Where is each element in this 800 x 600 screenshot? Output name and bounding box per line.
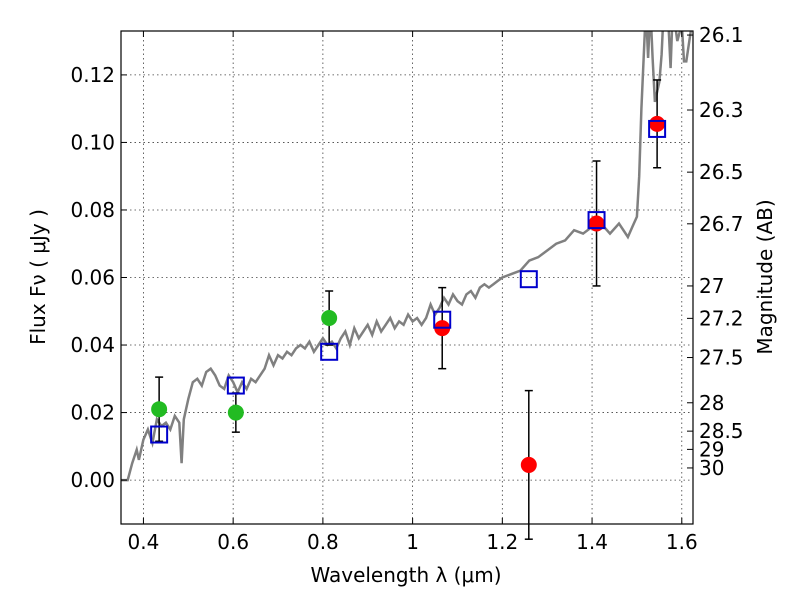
mag-tick-label: 28.5 <box>699 419 744 443</box>
model-point <box>226 376 245 395</box>
mag-tick-label: 26.1 <box>699 23 744 47</box>
data-point <box>151 401 168 418</box>
model-point <box>320 342 339 361</box>
y-tick-label: 0.10 <box>70 130 115 154</box>
mag-tick-label: 30 <box>699 456 724 480</box>
data-point <box>649 115 666 132</box>
data-point <box>321 310 338 327</box>
x-tick-label: 1.2 <box>486 530 518 554</box>
mag-tick-label: 26.5 <box>699 160 744 184</box>
model-point <box>587 211 606 230</box>
model-point <box>433 310 452 329</box>
x-axis-label: Wavelength λ (μm) <box>310 563 501 587</box>
axis-ticks: 0.4 0.6 0.8 1 1.2 1.4 1.6 0.00 0.02 0.04 0.06 0.08 0… <box>70 23 743 554</box>
y2-axis-label: Magnitude (AB) <box>753 199 777 354</box>
mag-tick-label: 26.7 <box>699 212 744 236</box>
data-point <box>227 404 244 421</box>
y-tick-label: 0.06 <box>70 266 115 290</box>
model-point <box>150 425 169 444</box>
mag-tick-label: 27.2 <box>699 306 744 330</box>
y-tick-label: 0.08 <box>70 198 115 222</box>
y-axis-label: Flux Fν ( μJy ) <box>26 209 50 345</box>
x-tick-label: 1 <box>406 530 419 554</box>
data-point <box>520 456 537 473</box>
grid <box>121 31 693 524</box>
y-tick-label: 0.04 <box>70 333 115 357</box>
x-tick-label: 1.4 <box>576 530 608 554</box>
mag-tick-label: 28 <box>699 391 724 415</box>
mag-tick-label: 27 <box>699 274 724 298</box>
y-tick-label: 0.00 <box>70 468 115 492</box>
mag-tick-label: 26.3 <box>699 98 744 122</box>
model-point <box>648 119 667 138</box>
x-tick-label: 0.8 <box>307 530 339 554</box>
plot-area <box>121 31 693 540</box>
x-tick-label: 0.4 <box>128 530 160 554</box>
y-tick-label: 0.02 <box>70 401 115 425</box>
x-tick-label: 0.6 <box>217 530 249 554</box>
sed-curve <box>121 31 693 482</box>
mag-tick-label: 27.5 <box>699 346 744 370</box>
model-point <box>519 270 538 289</box>
x-tick-label: 1.6 <box>666 530 698 554</box>
mag-tick-label: 29 <box>699 437 724 461</box>
y-tick-label: 0.12 <box>70 63 115 87</box>
